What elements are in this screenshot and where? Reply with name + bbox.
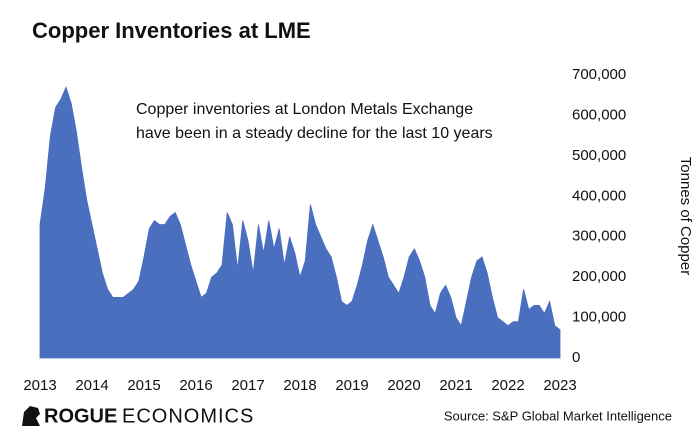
y-tick-label: 300,000	[572, 228, 626, 245]
x-tick-label: 2014	[75, 377, 108, 394]
x-tick-label: 2017	[231, 377, 264, 394]
logo: ROGUE ECONOMICS	[22, 405, 254, 427]
area	[39, 85, 561, 359]
x-tick-label: 2023	[543, 377, 576, 394]
annotation-line: have been in a steady decline for the la…	[136, 125, 493, 142]
y-tick-label: 600,000	[572, 106, 626, 123]
x-tick-label: 2019	[335, 377, 368, 394]
source: Source: S&P Global Market Intelligence	[444, 408, 672, 423]
y-axis-label: Tonnes of Copper	[677, 157, 694, 275]
x-tick-label: 2020	[387, 377, 420, 394]
x-tick-label: 2018	[283, 377, 316, 394]
y-tick-label: 400,000	[572, 187, 626, 204]
x-tick-label: 2016	[179, 377, 212, 394]
x-tick-label: 2013	[23, 377, 56, 394]
x-tick-label: 2015	[127, 377, 160, 394]
y-tick-label: 100,000	[572, 309, 626, 326]
logo-icon	[22, 406, 40, 426]
y-tick-label: 0	[572, 349, 580, 366]
y-tick-label: 500,000	[572, 147, 626, 164]
logo-text: ROGUE	[44, 405, 117, 427]
chart-title: Copper Inventories at LME	[32, 18, 311, 43]
y-tick-label: 700,000	[572, 66, 626, 83]
y-tick-label: 200,000	[572, 268, 626, 285]
x-tick-label: 2021	[439, 377, 472, 394]
logo-text: ECONOMICS	[122, 405, 254, 427]
annotation-line: Copper inventories at London Metals Exch…	[136, 101, 473, 118]
x-tick-label: 2022	[491, 377, 524, 394]
